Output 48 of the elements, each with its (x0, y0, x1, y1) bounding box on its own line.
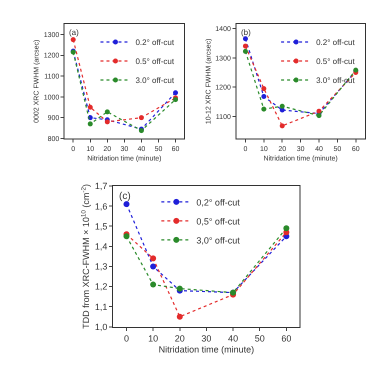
point (242, 48, 248, 54)
x-tick-label: 60 (281, 334, 292, 344)
legend-label: 3.0° off-cut (135, 76, 175, 86)
x-tick-label: 0 (124, 334, 129, 344)
x-tick-label: 30 (201, 334, 212, 344)
point (123, 201, 130, 208)
y-tick-label: 1,3 (94, 262, 108, 272)
point (88, 104, 93, 110)
legend-label: 3.0° off-cut (316, 76, 356, 86)
legend-label: 0.5° off-cut (316, 57, 356, 66)
point (283, 225, 290, 232)
legend-label: 0.2° off-cut (316, 38, 356, 48)
text: (a) (69, 28, 80, 37)
point (150, 263, 156, 270)
legend-label: 0.2° off-cut (135, 38, 175, 48)
y-tick-label: 1,6 (94, 201, 108, 212)
point (138, 115, 144, 120)
point (242, 44, 248, 49)
x-tick-label: 20 (174, 334, 185, 344)
point (261, 106, 266, 112)
point (150, 282, 156, 288)
legend-label: 0,2° off-cut (196, 197, 240, 208)
y-tick-label: 1,2 (94, 282, 108, 292)
legend-label: 0,5° off-cut (196, 216, 240, 226)
point (316, 108, 322, 114)
y-tick-label: 1,4 (94, 241, 108, 252)
point (173, 90, 178, 96)
point (280, 104, 285, 109)
text: (b) (241, 28, 252, 37)
point (70, 37, 76, 42)
point (280, 123, 285, 128)
point (88, 121, 93, 126)
point (261, 86, 266, 92)
text: (c) (119, 191, 131, 202)
x-tick-label: 10 (148, 334, 158, 344)
x-axis-title: Nitridation time (minute) (158, 344, 254, 354)
point (150, 255, 156, 262)
x-tick-label: 40 (228, 334, 238, 344)
y-tick-label: 1,5 (94, 221, 108, 232)
y-tick-label: 1,7 (94, 181, 108, 192)
point (176, 314, 183, 320)
legend-label: 0.5° off-cut (135, 57, 175, 66)
point (104, 109, 110, 114)
x-tick-label: 50 (254, 334, 265, 344)
y-tick-label: 1,1 (94, 302, 108, 312)
y-tick-label: 1,0 (94, 322, 108, 332)
point (261, 94, 266, 100)
legend-label: 3,0° off-cut (196, 235, 240, 246)
